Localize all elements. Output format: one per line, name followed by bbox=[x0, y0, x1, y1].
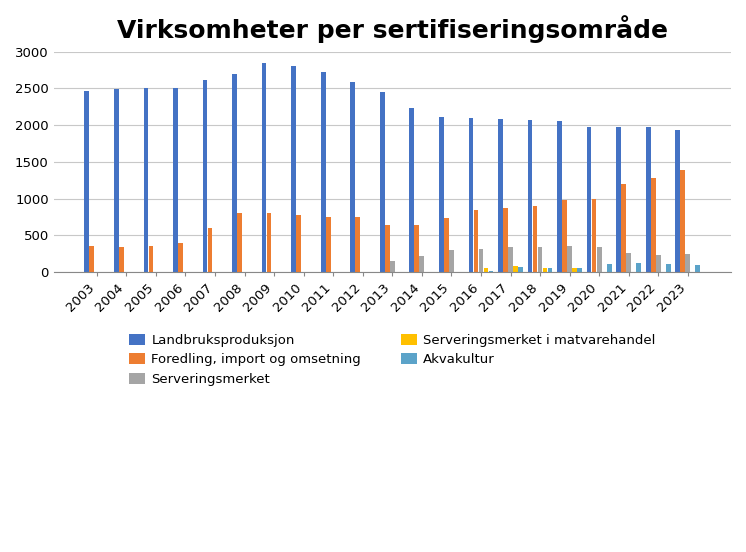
Bar bbox=[415, 225, 419, 272]
Bar bbox=[410, 108, 414, 272]
Bar bbox=[296, 215, 301, 272]
Bar bbox=[148, 246, 153, 272]
Bar bbox=[562, 200, 567, 272]
Bar bbox=[173, 88, 178, 272]
Bar bbox=[592, 199, 597, 272]
Bar bbox=[538, 247, 542, 272]
Bar bbox=[291, 66, 296, 272]
Bar bbox=[680, 169, 685, 272]
Bar bbox=[267, 213, 272, 272]
Bar bbox=[548, 268, 553, 272]
Bar bbox=[542, 268, 548, 272]
Bar bbox=[380, 92, 385, 272]
Bar bbox=[419, 256, 424, 272]
Bar bbox=[385, 225, 389, 272]
Bar bbox=[321, 72, 325, 272]
Bar bbox=[508, 247, 513, 272]
Bar bbox=[636, 263, 641, 272]
Bar bbox=[656, 255, 661, 272]
Bar bbox=[351, 82, 355, 272]
Bar bbox=[449, 251, 454, 272]
Bar bbox=[572, 268, 577, 272]
Bar bbox=[232, 74, 237, 272]
Bar bbox=[90, 246, 94, 272]
Bar bbox=[567, 246, 572, 272]
Bar bbox=[666, 264, 671, 272]
Bar bbox=[627, 253, 631, 272]
Bar bbox=[587, 126, 592, 272]
Bar bbox=[178, 243, 183, 272]
Bar bbox=[479, 248, 483, 272]
Bar bbox=[621, 184, 626, 272]
Bar bbox=[527, 120, 533, 272]
Bar bbox=[498, 119, 503, 272]
Bar bbox=[237, 213, 242, 272]
Title: Virksomheter per sertifiseringsområde: Virksomheter per sertifiseringsområde bbox=[117, 15, 668, 43]
Bar bbox=[262, 63, 266, 272]
Bar bbox=[114, 89, 119, 272]
Bar bbox=[616, 128, 621, 272]
Bar bbox=[577, 268, 582, 272]
Bar bbox=[483, 268, 489, 272]
Bar bbox=[326, 217, 330, 272]
Bar bbox=[686, 254, 690, 272]
Bar bbox=[695, 265, 700, 272]
Bar bbox=[533, 206, 537, 272]
Bar bbox=[203, 81, 207, 272]
Bar bbox=[84, 91, 89, 272]
Bar bbox=[474, 210, 478, 272]
Bar bbox=[143, 88, 148, 272]
Legend: Landbruksproduksjon, Foredling, import og omsetning, Serveringsmerket, Servering: Landbruksproduksjon, Foredling, import o… bbox=[122, 327, 662, 392]
Bar bbox=[606, 264, 612, 272]
Bar bbox=[646, 127, 651, 272]
Bar bbox=[513, 266, 518, 272]
Bar bbox=[444, 219, 449, 272]
Bar bbox=[597, 247, 601, 272]
Bar bbox=[651, 178, 656, 272]
Bar bbox=[675, 130, 680, 272]
Bar bbox=[439, 117, 444, 272]
Bar bbox=[207, 228, 213, 272]
Bar bbox=[503, 208, 508, 272]
Bar bbox=[518, 267, 523, 272]
Bar bbox=[557, 121, 562, 272]
Bar bbox=[390, 262, 395, 272]
Bar bbox=[119, 247, 124, 272]
Bar bbox=[355, 217, 360, 272]
Bar bbox=[468, 118, 473, 272]
